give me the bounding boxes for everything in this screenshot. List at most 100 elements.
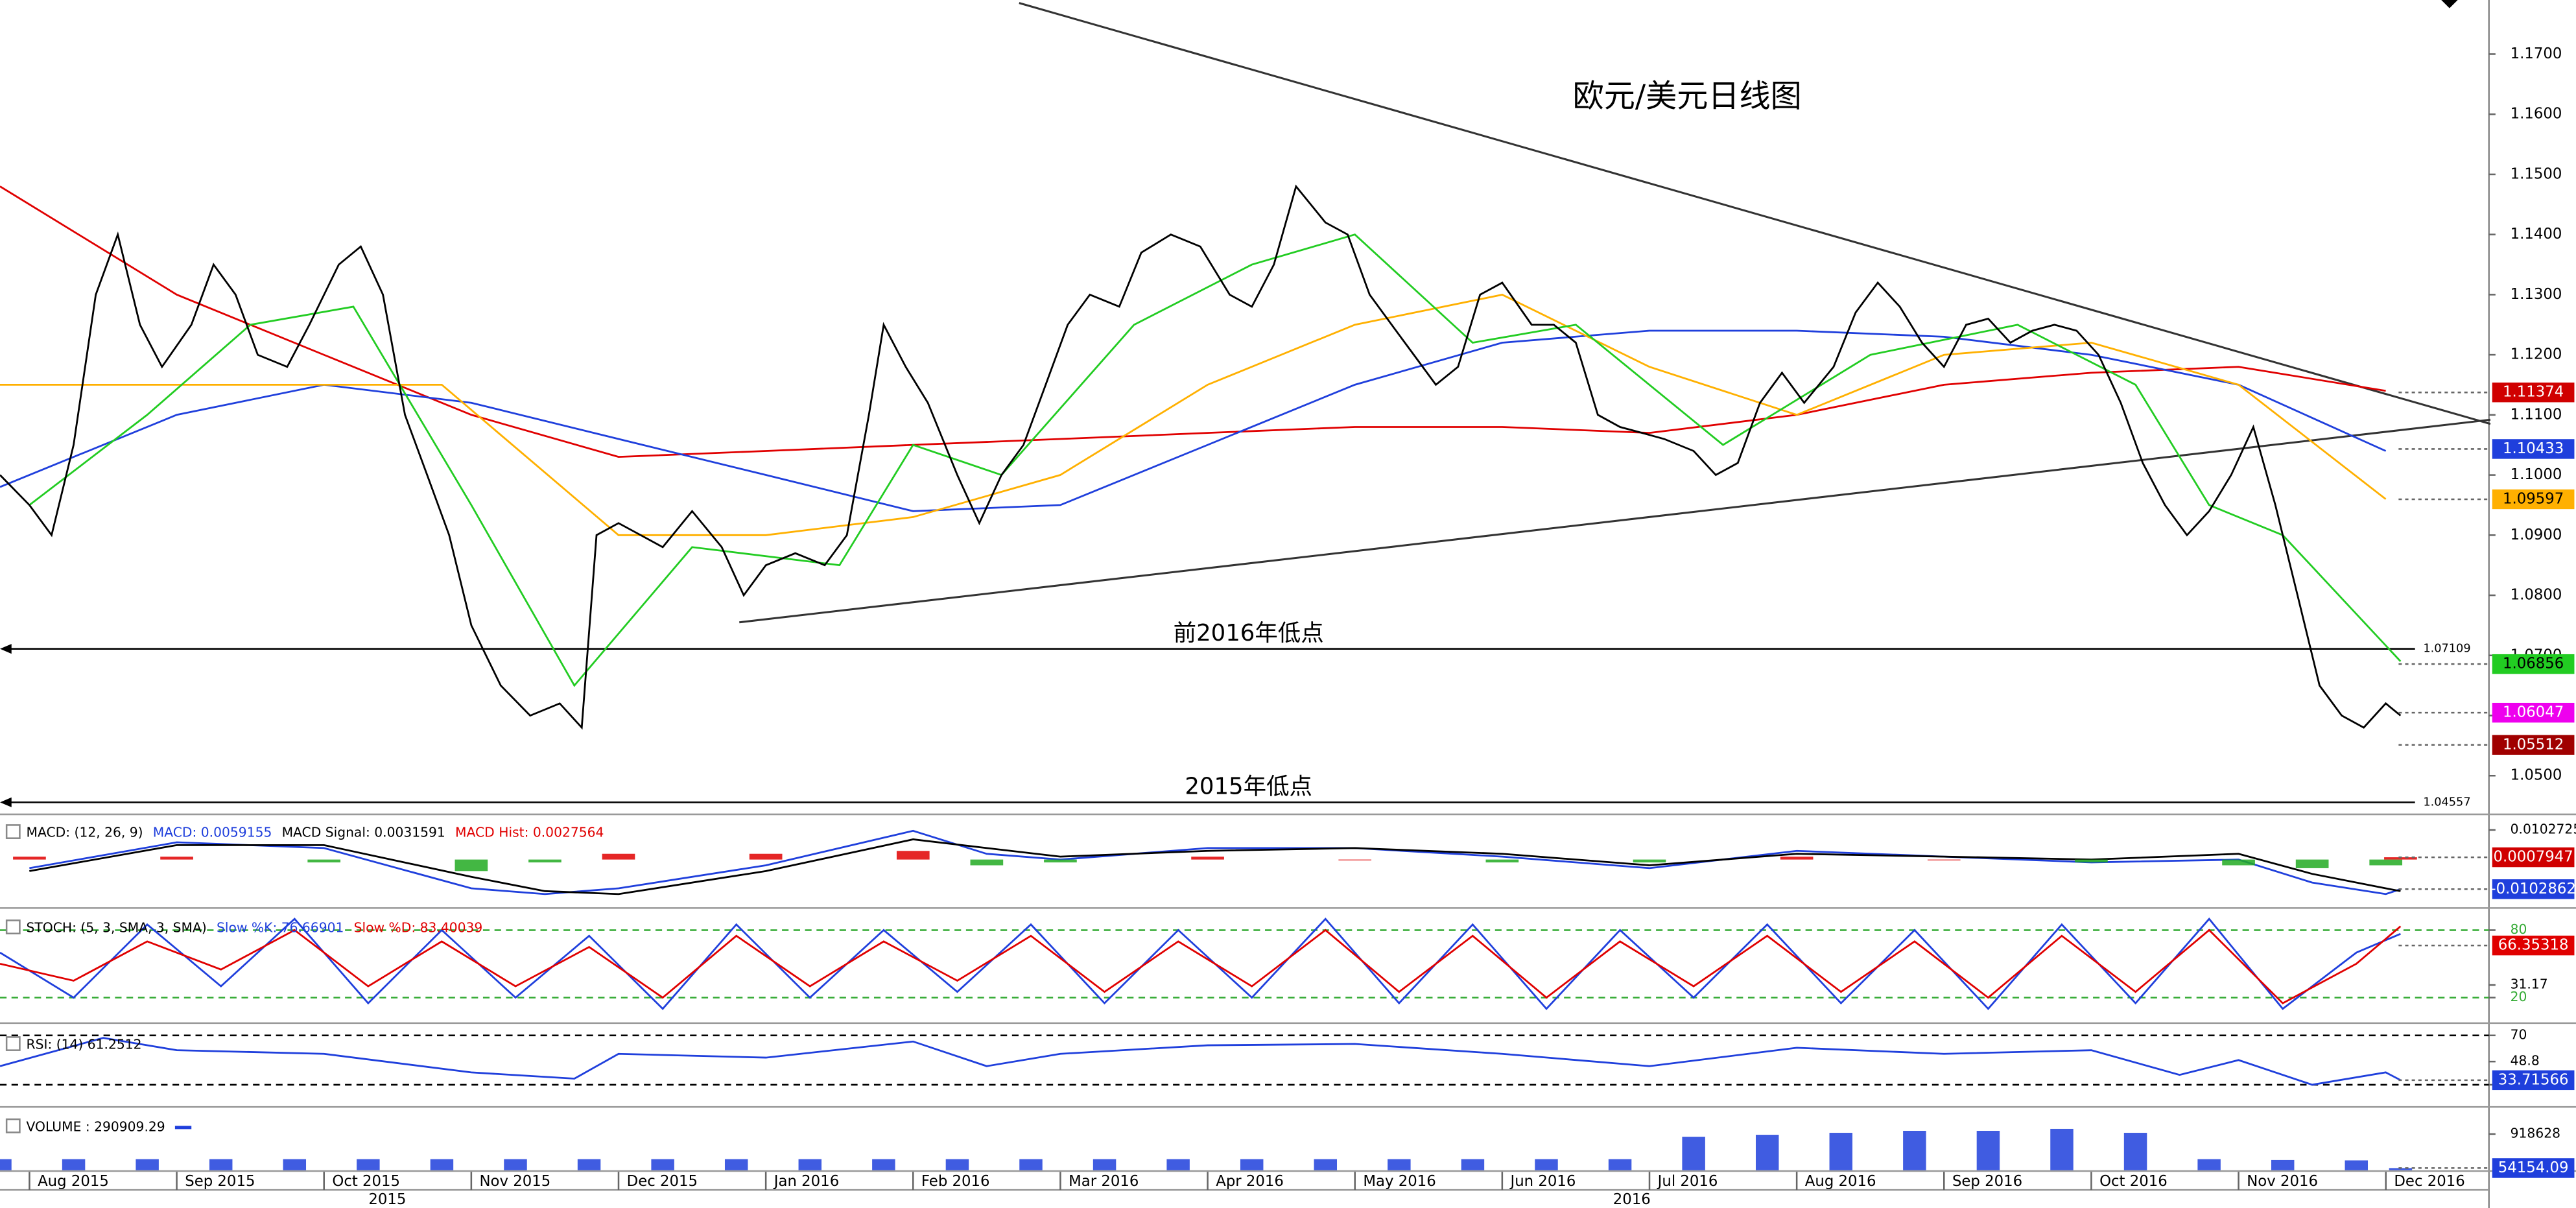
bar (577, 1159, 601, 1170)
trendline (1019, 2, 2491, 425)
legend-entry: Slow %D: 83.40039 (354, 920, 483, 936)
y-tick-label: 1.1100 (2511, 406, 2562, 423)
x-tick-label: Jun 2016 (1509, 1173, 1576, 1190)
bar (1535, 1159, 1558, 1170)
bar (430, 1159, 454, 1170)
price-tag (2492, 879, 2575, 899)
x-tick-label: May 2016 (1363, 1173, 1436, 1190)
panel-title: STOCH: (5, 3, SMA, 3, SMA) (27, 920, 207, 936)
price-tag (2492, 439, 2575, 459)
panel-icon (5, 824, 21, 839)
y-tick-label: 48.8 (2511, 1053, 2540, 1069)
bar (1633, 859, 1666, 863)
scroll-marker (2441, 0, 2458, 8)
bar (455, 859, 488, 871)
bar (1976, 1130, 2000, 1170)
x-tick-label: Dec 2015 (627, 1173, 698, 1190)
bar (2345, 1160, 2369, 1170)
price-tag-label: -0.0102862 (2490, 881, 2575, 897)
price-tag-label: 33.71566 (2498, 1071, 2569, 1088)
bar (724, 1159, 748, 1170)
bar (945, 1159, 969, 1170)
legend-entry: MACD Signal: 0.0031591 (282, 825, 445, 840)
y-tick-label: 1.1300 (2511, 286, 2562, 303)
bar (0, 1159, 12, 1170)
y-tick-label: 1.1400 (2511, 226, 2562, 243)
series-line (0, 329, 2387, 512)
price-tag-label: 1.06856 (2503, 656, 2564, 672)
bar (1240, 1159, 1264, 1170)
bar (1191, 857, 1224, 860)
price-tag-label: 1.09597 (2503, 490, 2564, 507)
price-tag (2492, 847, 2575, 868)
x-tick-label: Sep 2015 (185, 1173, 255, 1190)
bar (160, 857, 193, 860)
bar (651, 1159, 674, 1170)
price-tag-label: 1.06047 (2503, 704, 2564, 721)
y-tick-label: 80 (2511, 921, 2527, 937)
series-line (29, 838, 2401, 895)
bar (798, 1159, 822, 1170)
x-tick-label: Apr 2016 (1216, 1173, 1284, 1190)
x-tick-label: Jan 2016 (773, 1173, 839, 1190)
x-tick-label: Jul 2016 (1657, 1173, 1718, 1190)
price-tag (2492, 702, 2575, 723)
series-line (0, 1037, 2402, 1086)
support-value: 1.04557 (2423, 796, 2470, 809)
x-tick-label: Oct 2016 (2099, 1173, 2168, 1190)
legend-entry: Slow %K: 76.66901 (217, 920, 344, 936)
price-tag (2492, 1070, 2575, 1091)
bar (1608, 1159, 1632, 1170)
bar (2197, 1159, 2221, 1170)
bar (1903, 1130, 1926, 1170)
bar (1682, 1137, 1705, 1170)
price-tag (2492, 935, 2575, 956)
bar (1388, 1159, 1411, 1170)
x-tick-label: Sep 2016 (1952, 1173, 2022, 1190)
bar (1314, 1159, 1338, 1170)
bar (1166, 1159, 1190, 1170)
bar (2271, 1159, 2295, 1170)
panel-title: VOLUME : 290909.29 (27, 1119, 165, 1134)
bar (1755, 1135, 1779, 1170)
bar (896, 851, 930, 860)
series-line (0, 925, 2402, 1004)
support-label: 2015年低点 (1185, 774, 1312, 800)
price-tag-label: 0.0007947 (2493, 849, 2573, 866)
y-tick-label: 1.0500 (2511, 767, 2562, 784)
bar (307, 859, 341, 863)
bar (2222, 859, 2255, 866)
arrow-head (0, 797, 12, 807)
bar (1829, 1133, 1853, 1170)
y-tick-label: 1.1200 (2511, 346, 2562, 363)
y-tick-label: 70 (2511, 1026, 2527, 1042)
panel-title: RSI: (14) 61.2512 (27, 1037, 142, 1052)
price-tag (2492, 654, 2575, 674)
bar (2389, 1168, 2413, 1170)
panel-icon (5, 919, 21, 934)
support-label: 前2016年低点 (1174, 620, 1324, 646)
price-tag-label: 1.11374 (2503, 384, 2564, 401)
price-tag (2492, 735, 2575, 755)
bar (2050, 1128, 2074, 1170)
series-line (29, 233, 2402, 687)
series-line (0, 294, 2387, 536)
bar (1044, 859, 1077, 863)
legend-entry: MACD: 0.0059155 (153, 825, 272, 840)
y-tick-label: 1.1700 (2511, 45, 2562, 62)
x-tick-label: Dec 2016 (2394, 1173, 2464, 1190)
y-tick-label: 31.17 (2511, 977, 2548, 992)
bar (1485, 859, 1519, 863)
x-tick-label: Oct 2015 (332, 1173, 400, 1190)
bar (2384, 857, 2417, 860)
bar (136, 1159, 159, 1170)
price-tag (2492, 489, 2575, 510)
price-tag-label: 1.10433 (2503, 440, 2564, 457)
bar (1093, 1159, 1117, 1170)
bar (2295, 859, 2329, 868)
arrow-head (0, 644, 12, 654)
y-tick-label: 1.1600 (2511, 106, 2562, 123)
bar (2123, 1133, 2147, 1170)
bar (357, 1159, 380, 1170)
